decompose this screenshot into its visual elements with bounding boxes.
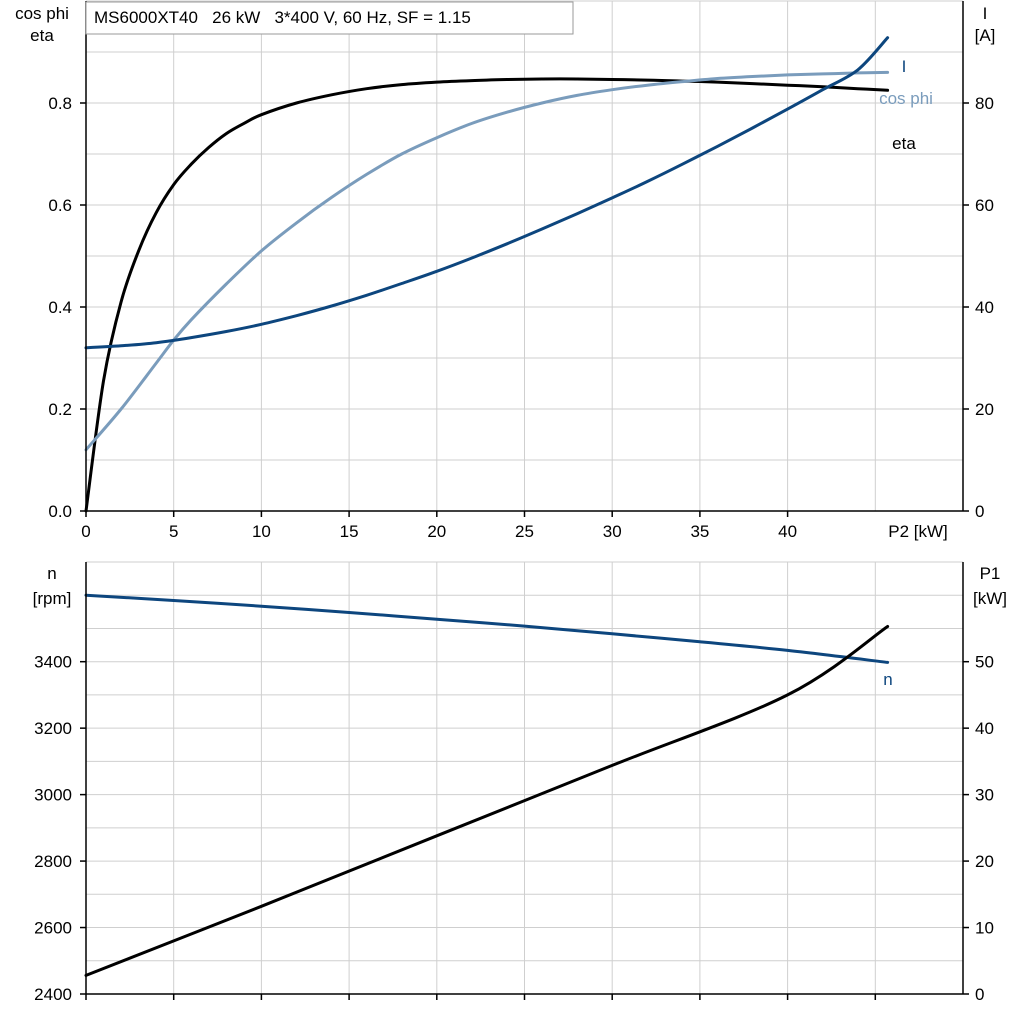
top-left-tick-label: 0.8 — [48, 94, 72, 113]
top-x-tick-label: 25 — [515, 522, 534, 541]
bottom-chart-series — [84, 593, 890, 977]
bottom-chart-axes: 2400 2600 2800 3000 3200 3400 0 10 20 30 40 50 — [34, 562, 994, 1004]
top-right-axis-title-line2: [A] — [975, 26, 996, 45]
series-line-cos-phi — [84, 70, 890, 452]
chart-title: MS6000XT40 26 kW 3*400 V, 60 Hz, SF = 1.… — [94, 8, 471, 27]
top-right-tick-label: 20 — [975, 400, 994, 419]
top-right-axis-title-line1: I — [983, 4, 988, 23]
top-left-tick-label: 0.6 — [48, 196, 72, 215]
top-right-tick-label: 60 — [975, 196, 994, 215]
top-left-tick-label: 0.4 — [48, 298, 72, 317]
top-right-tick-label: 0 — [975, 502, 984, 521]
series-line-eta — [84, 77, 890, 513]
bottom-left-tick-label: 2400 — [34, 985, 72, 1004]
bottom-right-tick-label: 10 — [975, 919, 994, 938]
top-left-tick-label: 0.0 — [48, 502, 72, 521]
top-x-tick-label: 20 — [427, 522, 446, 541]
bottom-right-tick-label: 0 — [975, 985, 984, 1004]
bottom-right-tick-label: 50 — [975, 653, 994, 672]
series-line-speed — [84, 593, 890, 664]
series-line-current — [84, 36, 890, 350]
top-left-tick-label: 0.2 — [48, 400, 72, 419]
top-chart-grid — [85, 0, 964, 512]
bottom-right-axis-title-line2: [kW] — [973, 589, 1007, 608]
top-left-axis-title-line1: cos phi — [15, 4, 69, 23]
x-axis-title: P2 [kW] — [888, 522, 948, 541]
series-label-cos-phi: cos phi — [879, 89, 933, 108]
series-label-eta: eta — [892, 134, 916, 153]
top-chart-series — [84, 36, 890, 513]
bottom-left-tick-label: 2600 — [34, 919, 72, 938]
bottom-left-axis-title-line2: [rpm] — [33, 589, 72, 608]
bottom-right-tick-label: 20 — [975, 852, 994, 871]
top-x-tick-label: 35 — [690, 522, 709, 541]
series-line-p1 — [84, 625, 890, 977]
top-x-tick-label: 5 — [169, 522, 178, 541]
bottom-left-tick-label: 2800 — [34, 852, 72, 871]
series-label-current: I — [902, 57, 907, 76]
bottom-left-tick-label: 3000 — [34, 786, 72, 805]
top-right-tick-label: 40 — [975, 298, 994, 317]
bottom-right-axis-title-line1: P1 — [980, 564, 1001, 583]
bottom-left-tick-label: 3200 — [34, 719, 72, 738]
top-left-axis-title-line2: eta — [30, 26, 54, 45]
top-x-tick-label: 10 — [252, 522, 271, 541]
top-x-tick-label: 15 — [340, 522, 359, 541]
top-x-tick-label: 0 — [81, 522, 90, 541]
top-x-tick-label: 40 — [778, 522, 797, 541]
chart-title-box — [85, 1, 574, 35]
bottom-left-tick-label: 3400 — [34, 653, 72, 672]
bottom-right-tick-label: 40 — [975, 719, 994, 738]
series-label-speed: n — [883, 670, 892, 689]
top-x-tick-label: 30 — [603, 522, 622, 541]
top-chart-axes: 0.0 0.2 0.4 0.6 0.8 0 20 40 60 80 0 5 10 15 20 25 30 35 40 — [48, 1, 994, 541]
top-right-tick-label: 80 — [975, 94, 994, 113]
bottom-left-axis-title-line1: n — [47, 564, 56, 583]
bottom-right-tick-label: 30 — [975, 786, 994, 805]
